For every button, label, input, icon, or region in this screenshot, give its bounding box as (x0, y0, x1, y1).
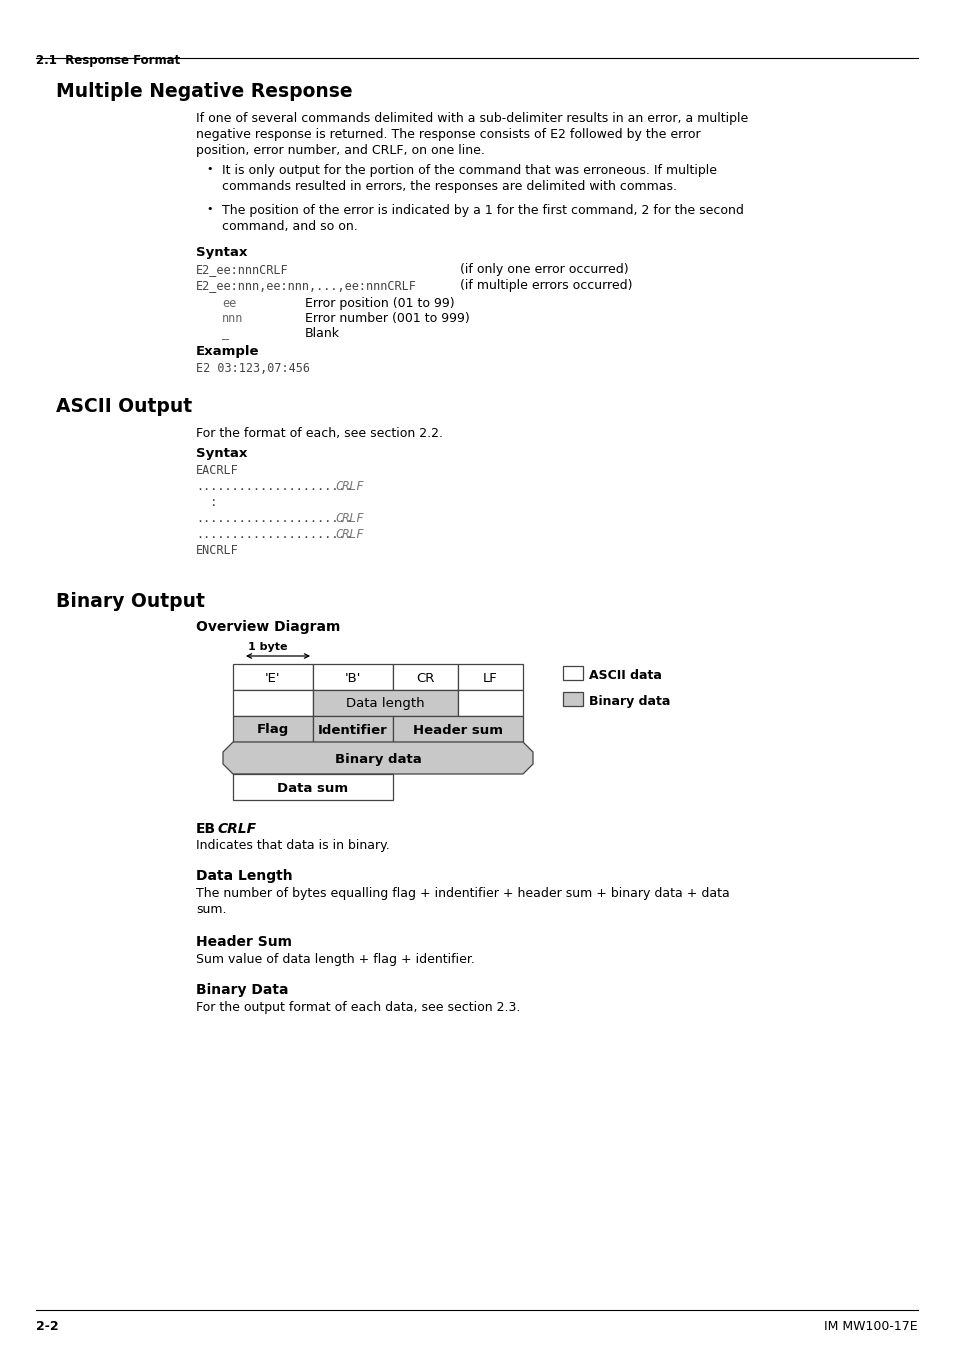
Text: Blank: Blank (305, 327, 339, 340)
Text: Binary data: Binary data (335, 752, 421, 765)
Text: IM MW100-17E: IM MW100-17E (823, 1320, 917, 1332)
Text: If one of several commands delimited with a sub-delimiter results in an error, a: If one of several commands delimited wit… (195, 112, 747, 126)
Text: 'B': 'B' (344, 671, 361, 684)
Text: CRLF: CRLF (335, 481, 364, 493)
Text: (if only one error occurred): (if only one error occurred) (459, 263, 628, 275)
Text: 'E': 'E' (265, 671, 280, 684)
Text: :: : (195, 495, 217, 509)
Text: Syntax: Syntax (195, 447, 247, 460)
Text: For the format of each, see section 2.2.: For the format of each, see section 2.2. (195, 427, 442, 440)
Text: LF: LF (482, 671, 497, 684)
Text: Binary Data: Binary Data (195, 983, 288, 998)
Text: Error number (001 to 999): Error number (001 to 999) (305, 312, 469, 325)
Text: Overview Diagram: Overview Diagram (195, 620, 340, 634)
Bar (457, 690, 522, 716)
Text: Binary data: Binary data (588, 695, 670, 707)
Bar (393, 716, 522, 742)
Text: ......................: ...................... (195, 528, 353, 541)
Text: Data Length: Data Length (195, 869, 293, 883)
Text: command, and so on.: command, and so on. (222, 220, 357, 234)
Text: EB: EB (195, 822, 216, 836)
Text: ENCRLF: ENCRLF (195, 544, 238, 558)
Text: ......................: ...................... (195, 512, 353, 525)
Bar (562, 666, 582, 680)
Bar (233, 690, 313, 716)
Text: (if multiple errors occurred): (if multiple errors occurred) (459, 279, 632, 292)
Bar (393, 664, 457, 690)
Bar (233, 716, 313, 742)
Text: 1 byte: 1 byte (248, 643, 287, 652)
Text: ASCII Output: ASCII Output (56, 397, 192, 416)
Text: CRLF: CRLF (335, 512, 364, 525)
Text: Binary Output: Binary Output (56, 593, 205, 612)
Bar (313, 716, 393, 742)
Text: Example: Example (195, 346, 259, 358)
Text: ASCII data: ASCII data (588, 670, 661, 682)
Text: position, error number, and CRLF, on one line.: position, error number, and CRLF, on one… (195, 144, 484, 157)
Text: nnn: nnn (222, 312, 243, 325)
Text: •: • (206, 163, 213, 174)
Bar (313, 664, 393, 690)
Text: 2.1  Response Format: 2.1 Response Format (36, 54, 180, 68)
Text: sum.: sum. (195, 903, 226, 917)
Text: •: • (206, 204, 213, 215)
Text: 2-2: 2-2 (36, 1320, 58, 1332)
Text: Multiple Negative Response: Multiple Negative Response (56, 82, 353, 101)
Text: E2_ee:nnnCRLF: E2_ee:nnnCRLF (195, 263, 289, 275)
Text: EACRLF: EACRLF (195, 464, 238, 477)
Text: ee: ee (222, 297, 236, 310)
Text: Error position (01 to 99): Error position (01 to 99) (305, 297, 455, 310)
Text: Header Sum: Header Sum (195, 936, 292, 949)
Text: The number of bytes equalling flag + indentifier + header sum + binary data + da: The number of bytes equalling flag + ind… (195, 887, 729, 900)
Text: Data length: Data length (346, 698, 424, 710)
Text: It is only output for the portion of the command that was erroneous. If multiple: It is only output for the portion of the… (222, 163, 717, 177)
Text: commands resulted in errors, the responses are delimited with commas.: commands resulted in errors, the respons… (222, 180, 677, 193)
Text: CR: CR (416, 671, 435, 684)
Bar (313, 690, 457, 716)
Text: E2_ee:nnn,ee:nnn,...,ee:nnnCRLF: E2_ee:nnn,ee:nnn,...,ee:nnnCRLF (195, 279, 416, 292)
Text: ......................: ...................... (195, 481, 353, 493)
Text: Syntax: Syntax (195, 246, 247, 259)
Text: Indicates that data is in binary.: Indicates that data is in binary. (195, 838, 390, 852)
Bar (562, 693, 582, 706)
Polygon shape (223, 743, 533, 774)
Text: For the output format of each data, see section 2.3.: For the output format of each data, see … (195, 1000, 519, 1014)
Text: Identifier: Identifier (317, 724, 388, 737)
Text: Header sum: Header sum (413, 724, 502, 737)
Bar (457, 664, 522, 690)
Bar (233, 664, 313, 690)
Text: The position of the error is indicated by a 1 for the first command, 2 for the s: The position of the error is indicated b… (222, 204, 743, 217)
Text: Sum value of data length + flag + identifier.: Sum value of data length + flag + identi… (195, 953, 475, 967)
Text: Flag: Flag (256, 724, 289, 737)
Text: Data sum: Data sum (277, 782, 348, 795)
Text: CRLF: CRLF (335, 528, 364, 541)
Text: _: _ (222, 327, 229, 340)
Text: E2 03:123,07:456: E2 03:123,07:456 (195, 362, 310, 375)
Text: CRLF: CRLF (218, 822, 257, 836)
Text: negative response is returned. The response consists of E2 followed by the error: negative response is returned. The respo… (195, 128, 700, 140)
Bar (233, 774, 393, 801)
